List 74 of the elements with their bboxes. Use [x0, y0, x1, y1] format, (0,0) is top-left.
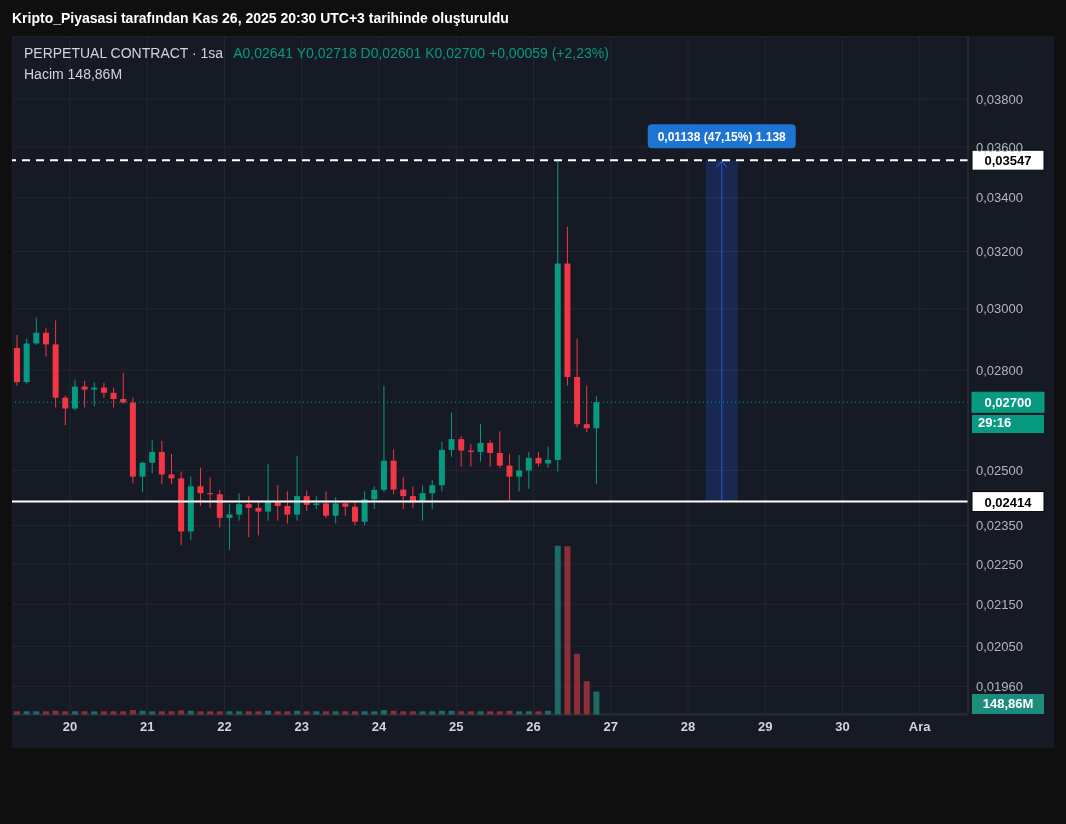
candlestick [168, 453, 175, 485]
x-tick-label: 20 [62, 719, 78, 735]
candlestick [236, 492, 243, 522]
y-tick-label: 0,03600 [976, 139, 1023, 155]
candlestick [477, 423, 484, 463]
candlestick [100, 382, 107, 399]
candlestick [506, 453, 513, 503]
candlestick [255, 500, 262, 536]
candlestick [226, 503, 233, 551]
candlestick [110, 387, 117, 409]
x-tick-label: 28 [680, 719, 696, 735]
chart-title: Kripto_Piyasasi tarafından Kas 26, 2025 20:30 UTC+3 tarihinde oluşturuldu [12, 10, 509, 26]
ref-line-label: 0,02700 [984, 395, 1032, 411]
candlestick [351, 500, 358, 526]
text: 29:16 [972, 415, 1044, 433]
candlestick [294, 455, 301, 522]
y-tick-label: 0,02350 [976, 518, 1023, 534]
candlestick [197, 467, 204, 507]
y-tick-label: 0,02150 [976, 596, 1023, 612]
candlestick [487, 439, 494, 468]
x-tick-label: 24 [371, 719, 387, 735]
candlestick [81, 380, 88, 409]
candlestick [458, 435, 465, 468]
candlestick [361, 490, 368, 526]
candlestick [448, 412, 455, 458]
candlestick [400, 476, 407, 510]
y-tick-label: 0,03000 [976, 301, 1023, 317]
x-tick-label: 27 [603, 719, 618, 735]
x-tick-label: 30 [835, 719, 850, 735]
candlestick [158, 440, 165, 485]
bar [554, 545, 561, 715]
x-tick-label: 21 [139, 719, 155, 735]
candlestick [42, 327, 49, 357]
candlestick [33, 317, 40, 346]
candlestick [525, 451, 532, 490]
candlestick [149, 439, 156, 474]
annotation: Hacim 148,86M [24, 66, 123, 82]
bar [593, 691, 600, 715]
candlestick [284, 490, 291, 525]
ref-line-label: 0,02414 [984, 494, 1033, 510]
annotation: A0,02641 Y0,02718 D0,02601 K0,02700 +0,00059 (+2,23%) [233, 45, 609, 61]
x-tick-label: 26 [526, 719, 541, 735]
x-tick-label: 29 [757, 719, 773, 735]
y-tick-label: 0,02250 [976, 556, 1023, 572]
candlestick [583, 385, 590, 433]
text: 148,86M [972, 694, 1044, 714]
candlestick [323, 490, 330, 519]
x-tick-label: 25 [448, 719, 464, 735]
ref-line-label: 0,03547 [984, 153, 1032, 169]
bar [574, 653, 581, 715]
candlestick [139, 461, 146, 493]
x-tick-label: Ara [908, 719, 932, 735]
x-tick-label: 23 [294, 719, 309, 735]
y-tick-label: 0,03200 [976, 244, 1023, 260]
candlestick [429, 479, 436, 510]
bar [583, 681, 590, 715]
band-label: 0,01138 (47,15%) 1.138 [657, 130, 787, 145]
candlestick [245, 495, 252, 538]
candlestick [332, 496, 339, 525]
candlestick [516, 454, 523, 492]
y-tick-label: 0,03800 [976, 91, 1023, 107]
candlestick [216, 489, 223, 528]
candlestick [496, 430, 503, 469]
candlestick [371, 485, 378, 510]
y-tick-label: 0,03400 [976, 190, 1023, 206]
y-tick-label: 0,02050 [976, 639, 1023, 655]
x-tick-label: 22 [217, 719, 232, 735]
candlestick [62, 395, 69, 426]
text: PERPETUAL CONTRACT · 1sa [24, 45, 224, 61]
y-tick-label: 0,02800 [976, 362, 1023, 378]
y-tick-label: 0,02500 [976, 463, 1023, 479]
y-tick-label: 0,01960 [976, 679, 1023, 695]
candlestick [120, 372, 127, 405]
bar [564, 546, 571, 715]
